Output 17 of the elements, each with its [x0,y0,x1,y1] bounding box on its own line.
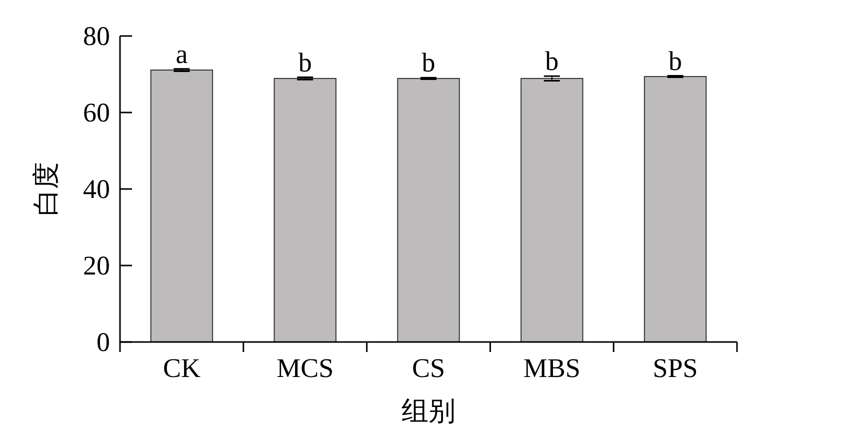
y-axis-title: 白度 [31,162,61,216]
y-tick-label: 20 [83,250,110,280]
y-tick-label: 40 [83,174,110,204]
annotation: b [298,47,312,78]
annotation: a [176,38,188,69]
y-tick-label: 0 [96,327,110,357]
y-tick-label: 80 [83,21,110,51]
annotation: b [422,48,436,78]
annotation: b [668,46,682,76]
x-tick-label: CK [162,353,201,383]
x-tick-label: MBS [523,353,580,383]
y-tick-label: 60 [83,98,110,128]
x-tick-label: MCS [276,353,334,383]
annotation: b [545,46,559,76]
x-tick-label: SPS [652,353,698,383]
x-axis-title: 组别 [402,396,456,426]
x-tick-label: CS [412,353,446,383]
